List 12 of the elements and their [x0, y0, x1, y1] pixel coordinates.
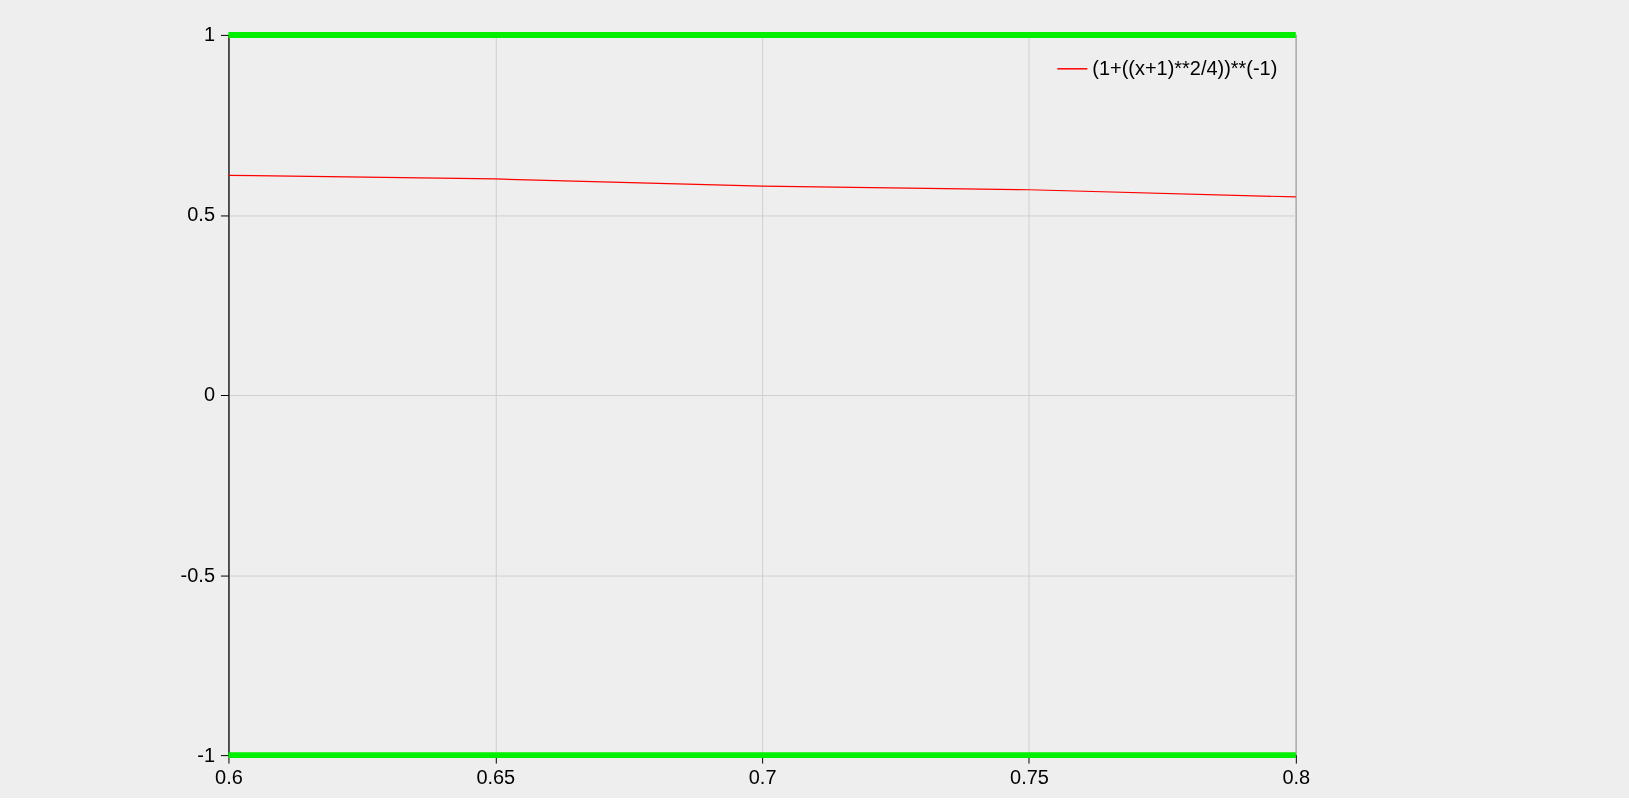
x-tick-label: 0.6 [215, 765, 243, 788]
x-tick-label: 0.65 [476, 765, 516, 788]
y-tick-label: -1 [197, 743, 215, 766]
y-tick-label: 0.5 [187, 203, 215, 226]
legend-label: (1+((x+1)**2/4))**(-1) [1092, 56, 1278, 79]
y-tick-label: -0.5 [180, 563, 215, 586]
x-tick-label: 0.75 [1010, 765, 1049, 788]
line-series [227, 174, 1297, 198]
y-tick-label: 1 [203, 23, 215, 46]
x-tick-label: 0.7 [748, 765, 777, 788]
x-tick-label: 0.8 [1282, 765, 1311, 788]
y-tick-label: 0 [203, 383, 215, 406]
